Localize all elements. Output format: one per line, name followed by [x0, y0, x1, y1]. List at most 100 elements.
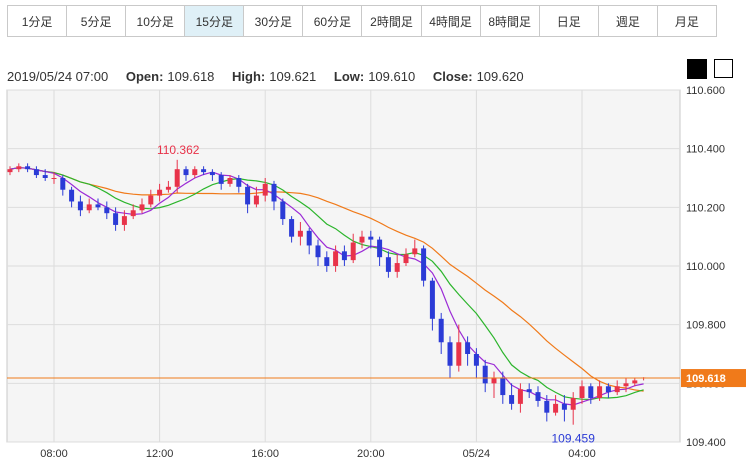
- candle: [201, 166, 207, 176]
- open-value: 109.618: [167, 69, 215, 84]
- tab-15min[interactable]: 15分足: [185, 6, 245, 36]
- candle: [157, 183, 163, 202]
- candle: [509, 383, 515, 410]
- ma-mid-line: [9, 167, 644, 401]
- x-tick-label: 16:00: [251, 448, 279, 460]
- candle-body: [341, 251, 347, 261]
- ma-long-line: [9, 167, 644, 392]
- tab-weekly[interactable]: 週足: [599, 6, 658, 36]
- candle-body: [209, 172, 215, 176]
- candle-body: [289, 219, 295, 237]
- candle: [447, 336, 453, 378]
- candle: [42, 169, 48, 181]
- x-tick-label: 20:00: [357, 448, 385, 460]
- candle-body: [77, 201, 83, 211]
- candle-body: [253, 195, 259, 205]
- candle: [385, 251, 391, 278]
- candle: [333, 245, 339, 272]
- candle-body: [385, 257, 391, 272]
- candle-body: [482, 365, 488, 384]
- dark-theme-swatch[interactable]: [687, 59, 707, 79]
- candle: [456, 324, 462, 372]
- candle-body: [359, 236, 365, 243]
- candle: [183, 166, 189, 181]
- y-tick-label: 109.800: [686, 320, 726, 332]
- low-value: 109.610: [368, 69, 416, 84]
- candle: [297, 222, 303, 246]
- candle: [623, 377, 629, 393]
- candle-body: [236, 178, 242, 187]
- candle-body: [588, 386, 594, 398]
- candle: [429, 277, 435, 331]
- candle-body: [192, 169, 198, 176]
- tab-60min[interactable]: 60分足: [303, 6, 363, 36]
- candle: [535, 386, 541, 407]
- candle: [553, 395, 559, 416]
- candle-body: [526, 389, 532, 393]
- candle-body: [139, 204, 145, 211]
- candle: [289, 216, 295, 243]
- candle: [130, 204, 136, 220]
- tab-4hour[interactable]: 4時間足: [422, 6, 481, 36]
- candle-body: [104, 207, 110, 214]
- candle-body: [130, 210, 136, 217]
- candle: [359, 230, 365, 249]
- tab-monthly[interactable]: 月足: [674, 14, 699, 29]
- candle: [421, 245, 427, 287]
- tab-5min[interactable]: 5分足: [67, 6, 127, 36]
- candle-body: [271, 183, 277, 202]
- candle-body: [535, 392, 541, 401]
- candle: [69, 186, 75, 208]
- candle-body: [245, 186, 251, 205]
- tab-1min[interactable]: 1分足: [8, 6, 68, 36]
- candle-body: [51, 178, 57, 179]
- candle-body: [148, 195, 154, 205]
- candle: [139, 198, 145, 214]
- candle: [113, 207, 119, 231]
- candle-body: [394, 263, 400, 272]
- candle-body: [165, 186, 171, 190]
- candle: [209, 169, 215, 181]
- candle-body: [16, 166, 22, 170]
- candle: [403, 248, 409, 266]
- candle: [482, 359, 488, 393]
- candle-body: [280, 201, 286, 220]
- candle-body: [201, 169, 207, 173]
- candle: [597, 380, 603, 401]
- candle: [280, 198, 286, 225]
- candle: [517, 383, 523, 413]
- candle: [614, 380, 620, 396]
- candle: [245, 183, 251, 214]
- candle-body: [553, 403, 559, 413]
- light-theme-swatch[interactable]: [714, 59, 733, 78]
- tab-2hour[interactable]: 2時間足: [362, 6, 422, 36]
- candle: [377, 236, 383, 266]
- candle-body: [368, 236, 374, 240]
- candle-body: [174, 169, 180, 187]
- x-tick-label: 12:00: [146, 448, 174, 460]
- candle-body: [632, 380, 638, 384]
- y-tick-label: 110.400: [686, 144, 725, 156]
- candle: [236, 175, 242, 193]
- candle-body: [33, 169, 39, 176]
- candle: [394, 254, 400, 278]
- candle: [271, 180, 277, 211]
- bar-datetime: 2019/05/24 07:00: [7, 69, 109, 84]
- candle-body: [605, 386, 611, 393]
- tab-8hour[interactable]: 8時間足: [481, 6, 540, 36]
- low-label: Low:: [333, 69, 365, 84]
- x-tick-label: 04:00: [568, 448, 596, 460]
- candle: [500, 371, 506, 404]
- tab-30min[interactable]: 30分足: [244, 6, 304, 36]
- candle-body: [561, 403, 567, 410]
- current-price-tag: [681, 369, 746, 388]
- candle-body: [333, 251, 339, 266]
- tab-10min[interactable]: 10分足: [126, 6, 186, 36]
- candle: [33, 166, 39, 178]
- candle: [218, 172, 224, 190]
- candle: [16, 163, 22, 173]
- candle-body: [579, 386, 585, 398]
- tab-daily[interactable]: 日足: [540, 6, 599, 36]
- candle-body: [429, 280, 435, 319]
